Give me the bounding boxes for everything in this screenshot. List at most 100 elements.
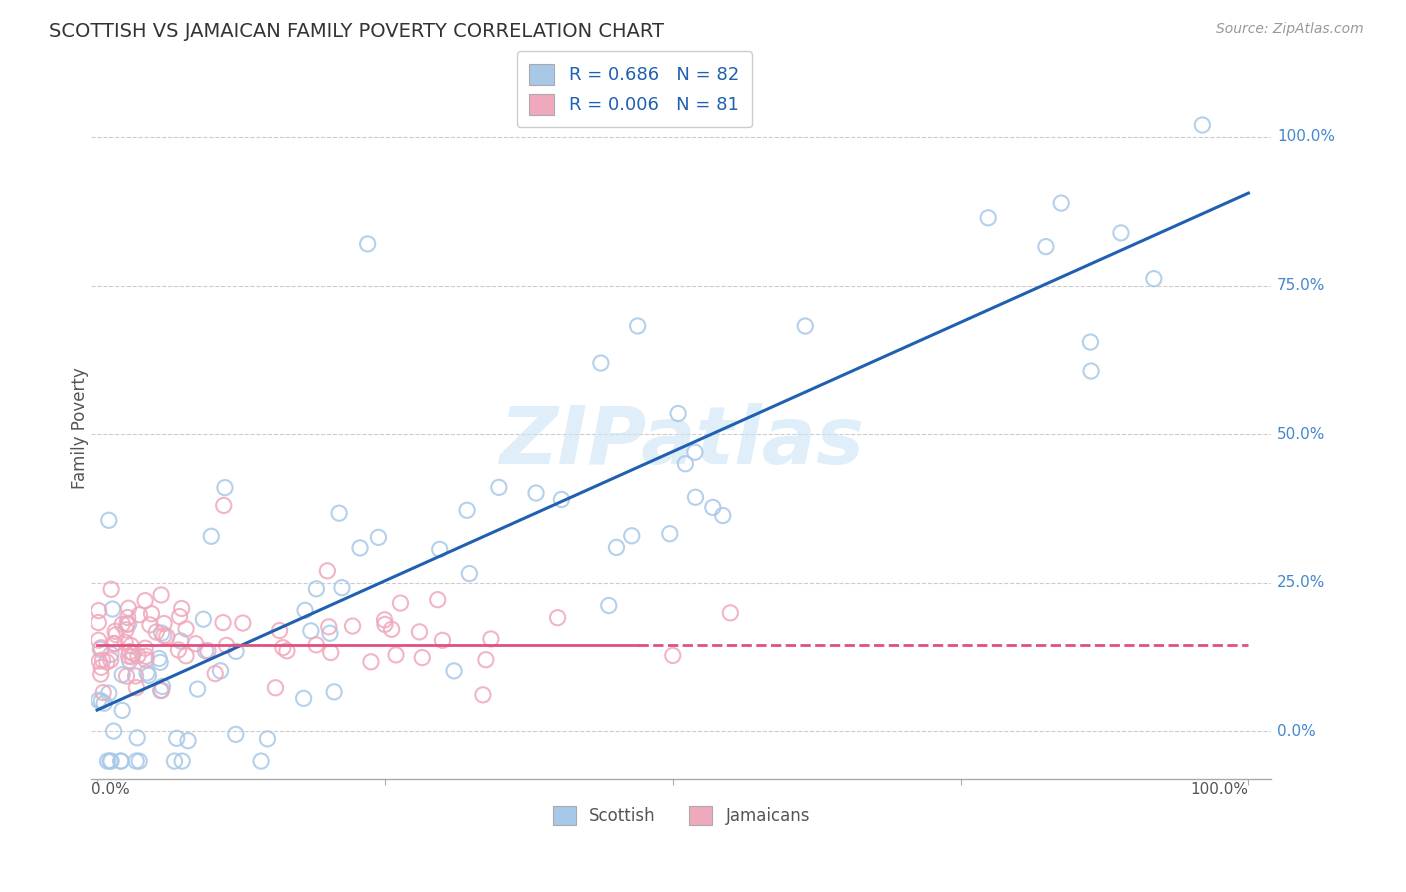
Point <box>170 601 193 615</box>
Point <box>174 622 197 636</box>
Point <box>115 623 138 637</box>
Point <box>138 668 160 682</box>
Point <box>184 637 207 651</box>
Point <box>209 664 232 678</box>
Point <box>673 457 696 471</box>
Point <box>105 628 128 642</box>
Point <box>443 664 465 678</box>
Point <box>167 643 190 657</box>
Point <box>87 615 110 630</box>
Point <box>330 581 353 595</box>
Point <box>367 530 389 544</box>
Point <box>110 754 132 768</box>
Point <box>153 616 176 631</box>
Point <box>605 541 627 555</box>
Point <box>135 649 157 664</box>
Point <box>152 680 174 694</box>
Point <box>271 640 294 655</box>
Point <box>174 648 197 663</box>
Point <box>250 754 273 768</box>
Point <box>103 724 125 739</box>
Point <box>194 644 217 658</box>
Point <box>96 655 118 669</box>
Point <box>120 639 142 653</box>
Text: SCOTTISH VS JAMAICAN FAMILY POVERTY CORRELATION CHART: SCOTTISH VS JAMAICAN FAMILY POVERTY CORR… <box>49 22 664 41</box>
Point <box>117 610 139 624</box>
Y-axis label: Family Poverty: Family Poverty <box>72 368 89 489</box>
Point <box>214 481 236 495</box>
Point <box>115 617 138 632</box>
Point <box>429 542 451 557</box>
Point <box>93 696 115 710</box>
Point <box>169 609 191 624</box>
Point <box>150 626 173 640</box>
Point <box>90 640 112 655</box>
Point <box>101 602 124 616</box>
Point <box>1050 196 1073 211</box>
Point <box>100 648 122 662</box>
Point <box>305 582 328 596</box>
Point <box>128 754 150 768</box>
Point <box>411 650 433 665</box>
Point <box>374 613 396 627</box>
Point <box>193 612 215 626</box>
Text: 50.0%: 50.0% <box>1277 426 1326 442</box>
Point <box>170 634 193 648</box>
Point <box>150 683 173 698</box>
Text: 100.0%: 100.0% <box>1277 129 1336 145</box>
Point <box>666 407 689 421</box>
Point <box>104 637 127 651</box>
Point <box>134 641 156 656</box>
Point <box>91 685 114 699</box>
Point <box>87 633 110 648</box>
Point <box>111 703 134 717</box>
Point <box>342 619 364 633</box>
Point <box>256 731 278 746</box>
Point <box>90 667 112 681</box>
Point <box>524 486 547 500</box>
Point <box>794 318 817 333</box>
Point <box>232 615 254 630</box>
Point <box>323 685 346 699</box>
Point <box>90 660 112 674</box>
Point <box>97 513 120 527</box>
Point <box>661 648 683 663</box>
Point <box>100 653 122 667</box>
Point <box>97 686 120 700</box>
Point <box>658 526 681 541</box>
Point <box>349 541 371 555</box>
Point <box>96 754 118 768</box>
Point <box>122 647 145 661</box>
Point <box>319 646 342 660</box>
Point <box>117 617 139 632</box>
Point <box>292 691 315 706</box>
Point <box>1143 271 1166 285</box>
Point <box>1080 364 1102 378</box>
Point <box>269 624 291 638</box>
Point <box>456 503 478 517</box>
Point <box>598 599 620 613</box>
Point <box>627 318 650 333</box>
Text: 100.0%: 100.0% <box>1191 782 1249 797</box>
Point <box>98 754 121 768</box>
Text: ZIPatlas: ZIPatlas <box>499 403 863 481</box>
Point <box>114 635 136 649</box>
Point <box>118 645 141 659</box>
Text: 0.0%: 0.0% <box>1277 724 1316 739</box>
Point <box>111 617 134 632</box>
Point <box>110 754 132 768</box>
Point <box>134 593 156 607</box>
Point <box>299 624 322 638</box>
Point <box>118 654 141 668</box>
Point <box>547 611 569 625</box>
Point <box>1191 118 1213 132</box>
Point <box>124 669 146 683</box>
Point <box>104 624 127 639</box>
Point <box>149 656 172 670</box>
Point <box>125 754 148 768</box>
Point <box>977 211 1000 225</box>
Text: 75.0%: 75.0% <box>1277 278 1326 293</box>
Point <box>475 653 498 667</box>
Point <box>87 693 110 707</box>
Point <box>488 480 510 494</box>
